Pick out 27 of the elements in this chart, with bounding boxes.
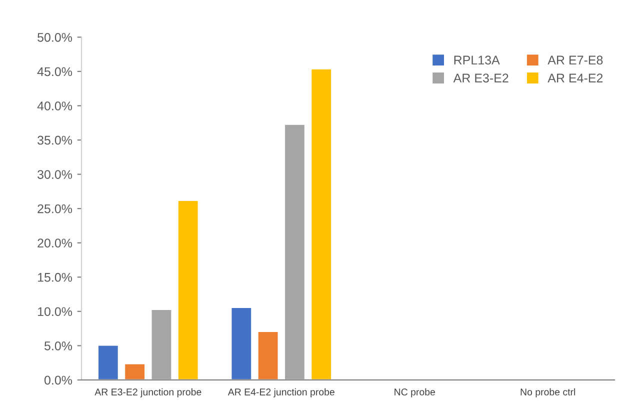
bar xyxy=(284,124,306,380)
y-tick-label: 30.0% xyxy=(38,170,72,179)
legend-label: AR E4-E2 xyxy=(548,74,603,82)
y-tick-label: 10.0% xyxy=(38,307,72,316)
y-tick-label: 45.0% xyxy=(37,67,72,76)
y-tick-label: 5.0% xyxy=(44,341,72,350)
y-tick-label: 40.0% xyxy=(37,102,72,110)
x-tick-label: No probe ctrl xyxy=(520,388,576,398)
legend-label: AR E7-E8 xyxy=(548,56,603,65)
bar xyxy=(310,68,332,380)
bar xyxy=(256,330,280,380)
y-tick-label: 15.0% xyxy=(38,272,72,282)
bar xyxy=(97,344,120,380)
x-tick-label: AR E4-E2 junction probe xyxy=(228,388,334,398)
bar xyxy=(124,362,146,380)
y-tick-label: 0.0% xyxy=(44,376,72,385)
bar xyxy=(177,200,200,380)
x-tick-label: AR E3-E2 junction probe xyxy=(94,388,202,398)
legend-label: AR E3-E2 xyxy=(453,74,508,82)
bar xyxy=(150,308,173,380)
legend-label: RPL13A xyxy=(454,56,500,65)
bar xyxy=(230,306,252,380)
y-tick-label: 20.0% xyxy=(38,238,72,248)
y-tick-label: 25.0% xyxy=(38,204,72,214)
y-tick-label: 50.0% xyxy=(38,32,72,42)
y-tick-label: 35.0% xyxy=(38,136,72,145)
x-tick-label: NC probe xyxy=(394,388,435,398)
